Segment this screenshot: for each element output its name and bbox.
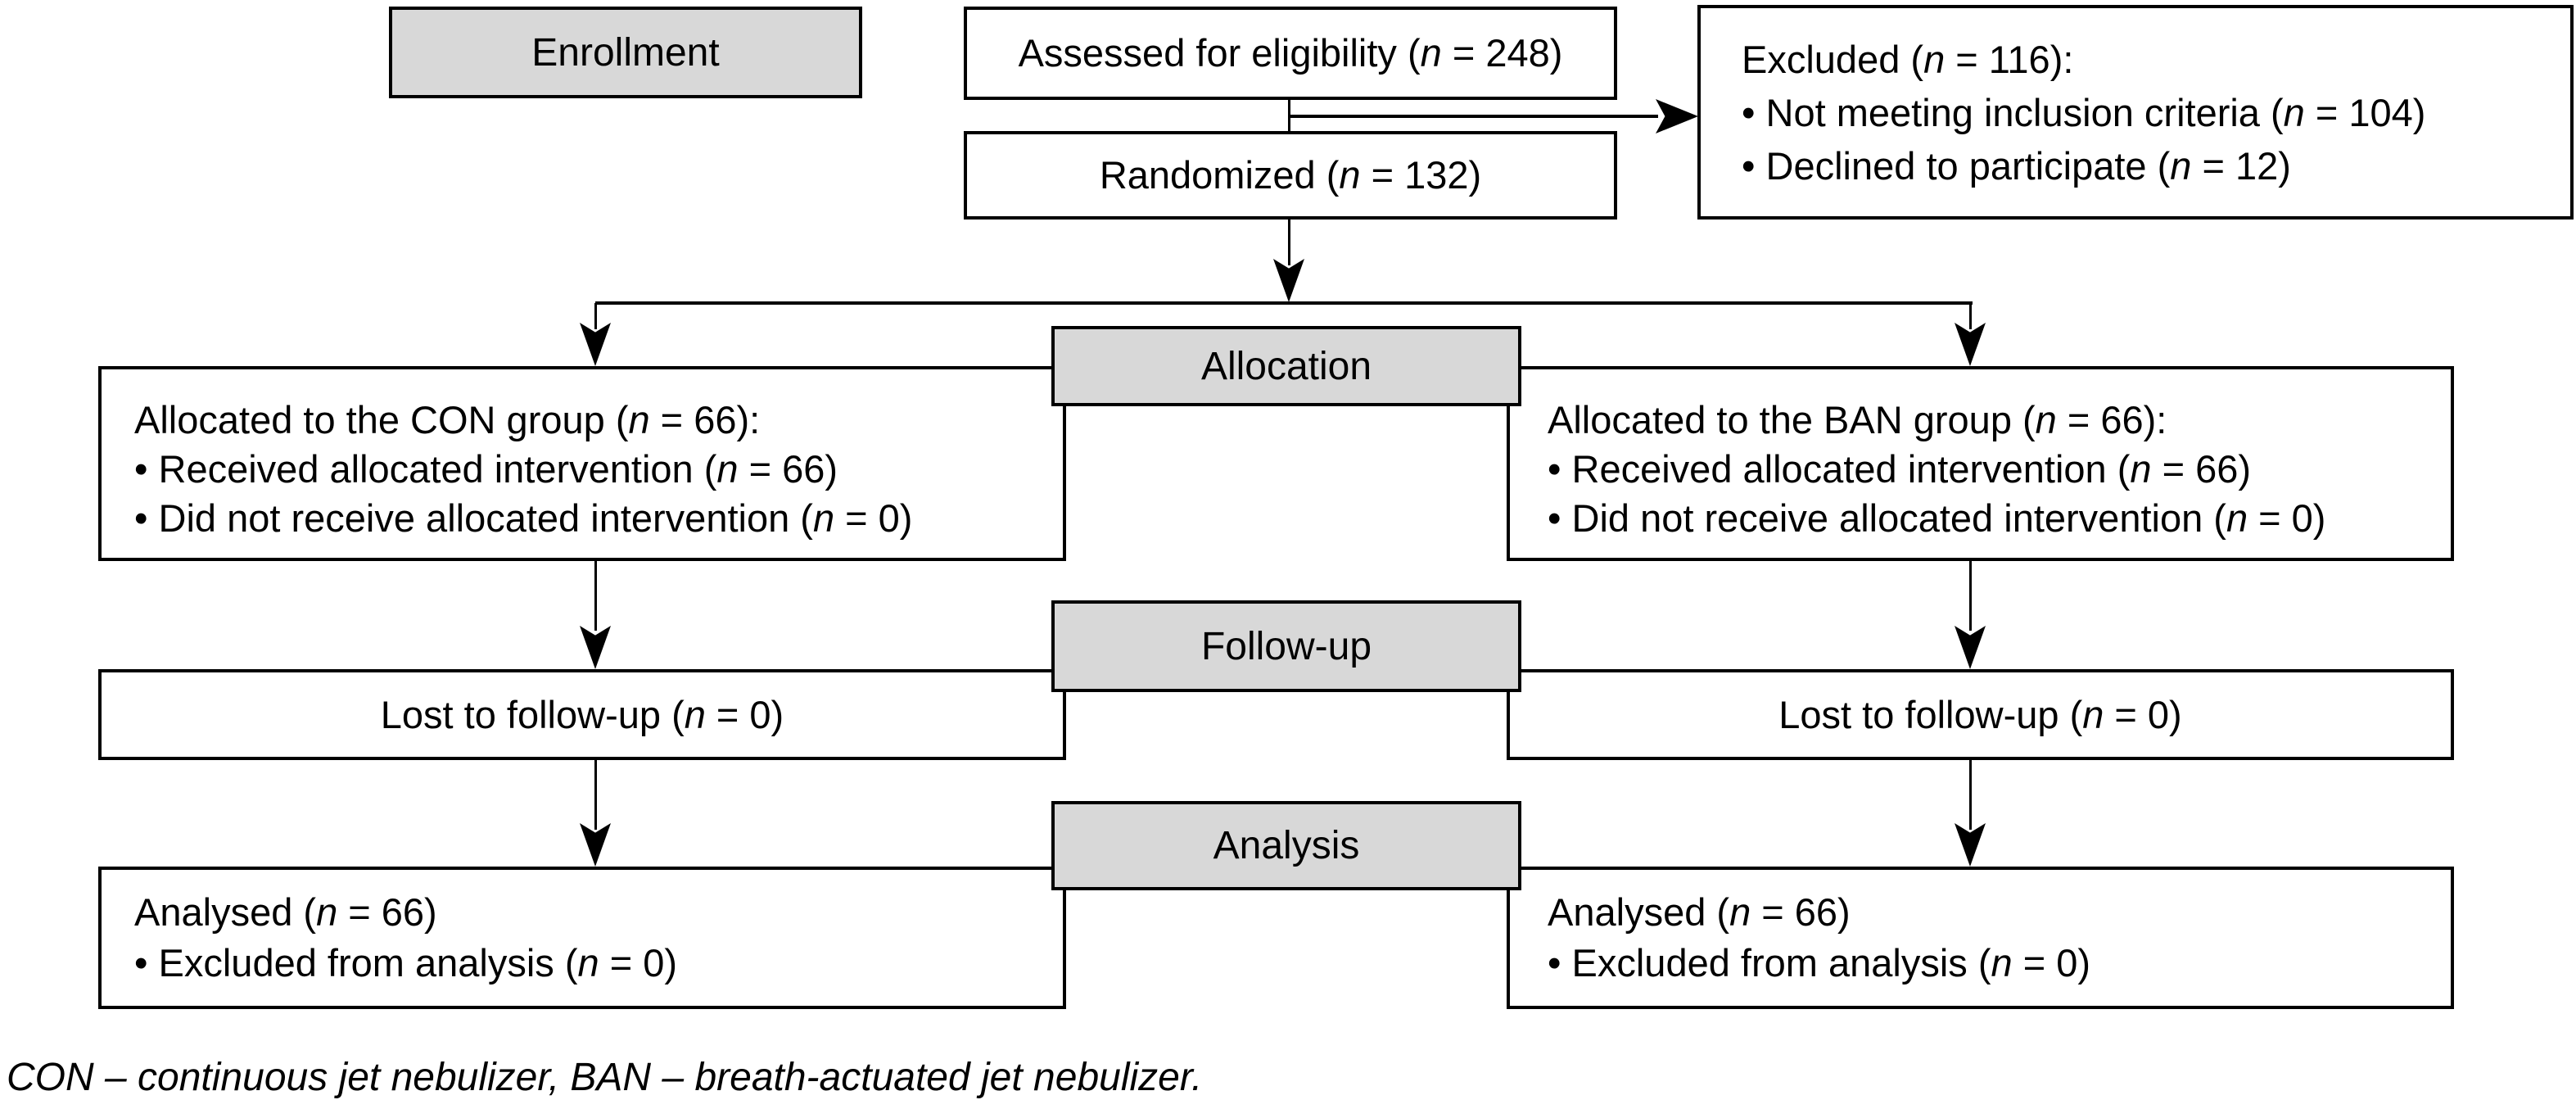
box-text: Lost to follow-up (n = 0) — [380, 692, 784, 736]
stage-label-text: Allocation — [1200, 344, 1372, 388]
flow-line-branch-to-excluded — [1288, 115, 1658, 118]
stage-label-analysis: Analysis — [1051, 801, 1521, 890]
box-excluded: Excluded (n = 116): • Not meeting inclus… — [1697, 5, 2574, 220]
box-text-line: • Received allocated intervention (n = 6… — [134, 447, 838, 491]
box-allocated-ban-group: Allocated to the BAN group (n = 66): • R… — [1507, 366, 2454, 561]
box-text-line: • Not meeting inclusion criteria (n = 10… — [1742, 90, 2426, 134]
box-text: Randomized (n = 132) — [1099, 153, 1482, 197]
box-allocated-con-group: Allocated to the CON group (n = 66): • R… — [98, 366, 1066, 561]
stage-label-text: Follow-up — [1200, 624, 1372, 668]
box-randomized: Randomized (n = 132) — [964, 131, 1617, 220]
box-lost-to-follow-up-ban: Lost to follow-up (n = 0) — [1507, 669, 2454, 760]
flow-line-drop-left — [594, 303, 597, 329]
flow-line-lost-to-analysis-left — [594, 760, 597, 830]
box-text-line: • Declined to participate (n = 12) — [1742, 143, 2291, 188]
stage-label-text: Analysis — [1213, 824, 1360, 867]
box-analysed-ban: Analysed (n = 66) • Excluded from analys… — [1507, 867, 2454, 1009]
box-text-line: • Excluded from analysis (n = 0) — [134, 941, 677, 984]
box-text-line: Analysed (n = 66) — [134, 890, 437, 934]
box-text-line: Excluded (n = 116): — [1742, 37, 2074, 81]
box-text: Assessed for eligibility (n = 248) — [1018, 31, 1563, 75]
box-text-line: Analysed (n = 66) — [1548, 890, 1851, 934]
box-text: Lost to follow-up (n = 0) — [1778, 692, 2182, 736]
box-text-line: • Did not receive allocated intervention… — [134, 496, 913, 540]
box-text-line: Allocated to the BAN group (n = 66): — [1548, 398, 2167, 441]
box-text-line: • Excluded from analysis (n = 0) — [1548, 941, 2090, 984]
flow-line-distribution — [595, 301, 1973, 305]
arrowhead-right-icon — [1656, 99, 1698, 134]
flow-line-randomized-down — [1288, 220, 1290, 265]
arrowhead-down-icon — [580, 626, 611, 669]
arrowhead-down-icon — [1955, 626, 1986, 669]
stage-label-enrollment: Enrollment — [389, 7, 862, 98]
box-text-line: • Received allocated intervention (n = 6… — [1548, 447, 2252, 491]
stage-label-text: Enrollment — [531, 30, 720, 75]
box-text-line: Allocated to the CON group (n = 66): — [134, 398, 761, 441]
flow-line-alloc-to-lost-left — [594, 561, 597, 631]
stage-label-follow-up: Follow-up — [1051, 600, 1521, 692]
box-analysed-con: Analysed (n = 66) • Excluded from analys… — [98, 867, 1066, 1009]
stage-label-allocation: Allocation — [1051, 326, 1521, 406]
flow-line-drop-right — [1969, 303, 1972, 329]
box-text-line: • Did not receive allocated intervention… — [1548, 496, 2326, 540]
box-assessed-for-eligibility: Assessed for eligibility (n = 248) — [964, 7, 1617, 100]
flow-line-lost-to-analysis-right — [1969, 760, 1972, 830]
flow-line-alloc-to-lost-right — [1969, 561, 1972, 631]
box-lost-to-follow-up-con: Lost to follow-up (n = 0) — [98, 669, 1066, 760]
abbreviations-footnote: CON – continuous jet nebulizer, BAN – br… — [7, 1056, 1203, 1099]
